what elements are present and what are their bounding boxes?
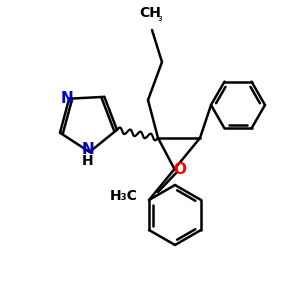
- Text: O: O: [173, 163, 187, 178]
- Text: CH: CH: [139, 6, 161, 20]
- Text: N: N: [61, 91, 74, 106]
- Text: ₃: ₃: [158, 13, 162, 23]
- Text: H₃C: H₃C: [110, 189, 138, 203]
- Text: N: N: [81, 142, 94, 158]
- Text: H: H: [82, 154, 93, 168]
